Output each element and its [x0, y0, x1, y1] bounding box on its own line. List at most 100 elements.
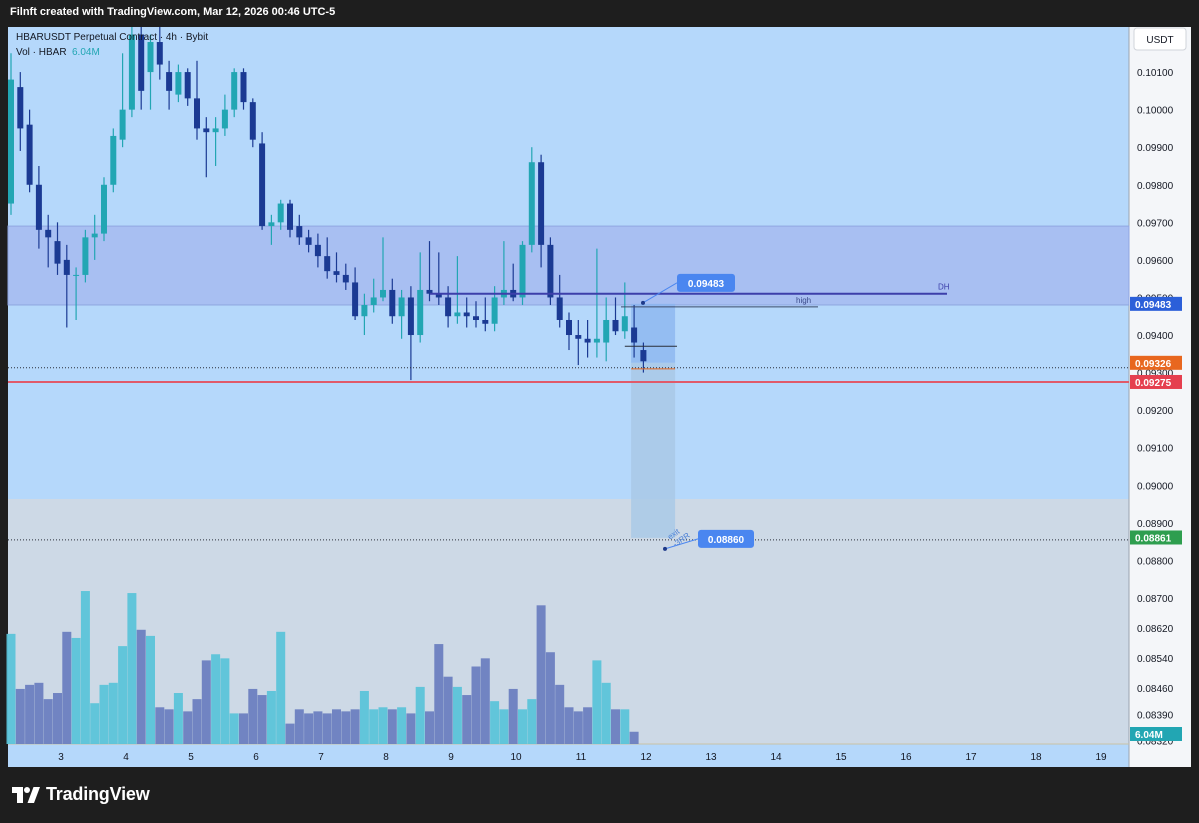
price-tick-label[interactable]: 0.09000 [1137, 481, 1174, 492]
candle [454, 256, 461, 324]
candle [138, 27, 145, 110]
candle [147, 34, 154, 110]
time-tick-label[interactable]: 19 [1095, 752, 1107, 763]
exit-callout-text: 0.08860 [708, 535, 745, 546]
candle [417, 252, 424, 343]
price-tag-text: 0.09326 [1135, 359, 1172, 370]
price-tag-box [1130, 374, 1182, 389]
price-tick-label[interactable]: 0.08390 [1137, 710, 1174, 721]
candle [73, 267, 80, 320]
price-tick-label[interactable]: 0.09900 [1137, 143, 1174, 154]
price-tick-label[interactable]: 0.10000 [1137, 106, 1174, 117]
price-tag-box [1130, 355, 1182, 370]
currency-button-box[interactable] [1133, 27, 1187, 51]
candle-body [575, 335, 582, 339]
price-tick-label[interactable]: 0.09200 [1137, 406, 1174, 417]
volume-bar [43, 699, 53, 744]
volume-bar [452, 686, 462, 744]
candle-body [352, 282, 359, 317]
currency-button[interactable]: USDT [1133, 27, 1187, 51]
time-tick-label[interactable]: 10 [510, 752, 522, 763]
time-tick-label[interactable]: 16 [900, 752, 912, 763]
price-tick-label[interactable]: 0.10100 [1137, 68, 1174, 79]
time-tick-label[interactable]: 7 [318, 752, 324, 763]
candle [352, 267, 359, 320]
time-tick-label[interactable]: 18 [1030, 752, 1042, 763]
legend-volume-value: 6.04M [72, 47, 100, 58]
exit-callout-box[interactable] [698, 529, 754, 548]
candle [482, 297, 489, 332]
candle [528, 147, 535, 253]
stop-zone-box [631, 303, 676, 363]
candle-body [166, 72, 173, 91]
price-tick-label[interactable]: 0.09100 [1137, 444, 1174, 455]
exit-callout[interactable]: 0.08860 [663, 529, 754, 551]
candle [361, 293, 368, 336]
attribution-text: Filnft created with TradingView.com, Mar… [10, 6, 336, 18]
price-tick-label[interactable]: 0.08620 [1137, 624, 1174, 635]
candle [119, 53, 126, 148]
time-tick-label[interactable]: 6 [253, 752, 259, 763]
volume-bar [164, 709, 174, 744]
candle-body [361, 304, 368, 317]
candle-body [314, 244, 321, 257]
candle [584, 319, 591, 358]
price-tick-label[interactable]: 0.08700 [1137, 594, 1174, 605]
price-tag-text: 6.04M [1135, 730, 1163, 741]
volume-bar [341, 711, 351, 744]
tradingview-logo[interactable]: TradingView [12, 784, 150, 805]
price-tick-label[interactable]: 0.08800 [1137, 556, 1174, 567]
time-tick-label[interactable]: 17 [965, 752, 977, 763]
time-tick-label[interactable]: 8 [383, 752, 389, 763]
price-tick-label[interactable]: 0.08540 [1137, 654, 1174, 665]
volume-bar [80, 591, 90, 744]
volume-bar [90, 703, 100, 744]
time-axis[interactable]: 3 4 5 6 7 8 9 10 11 12 13 14 15 16 17 18 19 [58, 752, 1107, 763]
time-tick-label[interactable]: 12 [640, 752, 652, 763]
price-tick-label[interactable]: 0.09700 [1137, 218, 1174, 229]
price-tick-label[interactable]: 0.09400 [1137, 331, 1174, 342]
price-tick-label[interactable]: 0.08320 [1137, 737, 1174, 748]
currency-label[interactable]: USDT [1146, 35, 1173, 46]
high-callout[interactable]: 0.09483 [641, 273, 735, 305]
footer: TradingView [0, 770, 1199, 823]
candle-body [389, 289, 396, 317]
time-tick-label[interactable]: 4 [123, 752, 129, 763]
candle [221, 94, 228, 136]
volume-bar [201, 660, 211, 744]
candle-body [407, 297, 414, 336]
time-tick-label[interactable]: 9 [448, 752, 454, 763]
legend: HBARUSDT Perpetual Contract · 4h · Bybit… [16, 32, 208, 58]
time-tick-label[interactable]: 3 [58, 752, 64, 763]
price-tag[interactable]: 0.08861 [1130, 530, 1182, 545]
candle-body [612, 319, 619, 332]
candle-body [305, 237, 312, 245]
candle-body [138, 34, 145, 91]
time-tick-label[interactable]: 11 [576, 752, 587, 763]
price-tick-label[interactable]: 0.09600 [1137, 256, 1174, 267]
volume-bar [294, 709, 304, 744]
price-axis[interactable]: 0.10100 0.10000 0.09900 0.09800 0.09700 0.096… [1130, 68, 1182, 748]
price-tick-label[interactable]: 0.09300 [1137, 369, 1174, 380]
volume-bar [276, 631, 286, 744]
high-callout-box[interactable] [677, 273, 735, 292]
price-tag[interactable]: 0.09326 [1130, 355, 1182, 370]
candle-body [342, 274, 349, 283]
volume-bar [490, 701, 500, 744]
volume-bar [99, 684, 109, 744]
time-tick-label[interactable]: 15 [835, 752, 847, 763]
volume-bar [592, 660, 602, 744]
candle-body [519, 244, 526, 298]
time-tick-label[interactable]: 5 [188, 752, 194, 763]
price-tag[interactable]: 6.04M [1130, 727, 1182, 741]
price-tag[interactable]: 0.09275 [1130, 374, 1182, 389]
time-tick-label[interactable]: 14 [770, 752, 782, 763]
price-tick-label[interactable]: 0.09800 [1137, 181, 1174, 192]
price-tag[interactable]: 0.09483 [1130, 296, 1182, 311]
time-tick-label[interactable]: 13 [705, 752, 717, 763]
candle [268, 214, 275, 245]
price-tick-label[interactable]: 0.08900 [1137, 519, 1174, 530]
price-tick-label[interactable]: 0.08460 [1137, 684, 1174, 695]
